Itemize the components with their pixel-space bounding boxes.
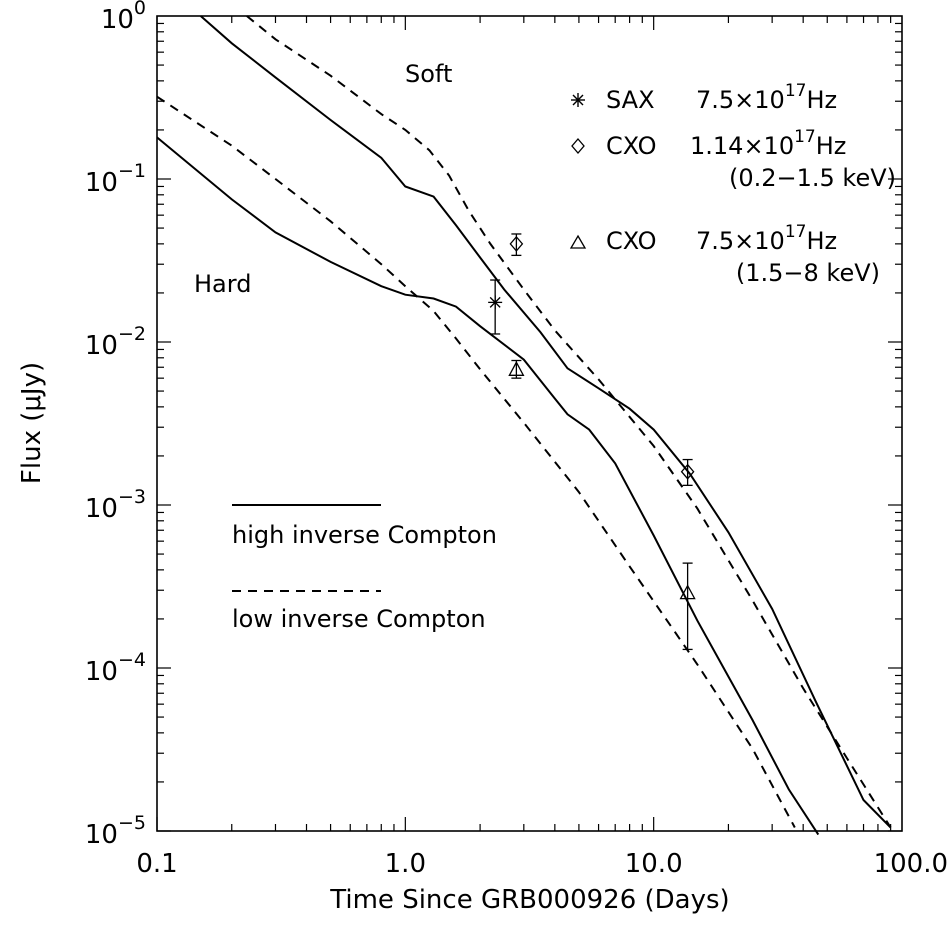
hard-dashed-model-curve: [156, 95, 796, 828]
soft-region-label: Soft: [405, 60, 452, 88]
legend-asterisk-marker: [571, 93, 585, 107]
y-tick-label: 100: [101, 0, 146, 35]
axis-ticks: 0.1 1.0 10.0 100.0 10−5 10−4 10−3 10−2 10−1 100: [85, 0, 948, 879]
plot-frame: [156, 15, 903, 832]
data-points: [488, 233, 696, 651]
legend: SAX 7.5×1017Hz CXO 1.14×1017Hz (0.2−1.5 …: [569, 81, 896, 287]
diamond-data-point: [680, 458, 695, 486]
y-tick-label: 10−2: [85, 323, 146, 361]
asterisk-data-point: [488, 279, 503, 335]
legend-cxo-hard-band: (1.5−8 keV): [736, 259, 880, 287]
legend-cxo-hard-frequency: 7.5×1017Hz: [696, 222, 837, 255]
legend-entry-cxo-hard: CXO 7.5×1017Hz (1.5−8 keV): [569, 222, 880, 287]
y-tick-label: 10−1: [85, 160, 146, 198]
legend-cxo-soft-freq-coef: 1.14×10: [690, 132, 794, 160]
hard-region-label: Hard: [194, 270, 251, 298]
legend-entry-sax: SAX 7.5×1017Hz: [571, 81, 837, 114]
legend-sax-freq-exp: 17: [785, 81, 807, 101]
legend-sax-frequency: 7.5×1017Hz: [696, 81, 837, 114]
hard-solid-model-curve: [156, 136, 820, 836]
x-tick-label: 100.0: [874, 849, 948, 879]
legend-cxo-hard-freq-unit: Hz: [806, 227, 837, 255]
legend-entry-cxo-soft: CXO 1.14×1017Hz (0.2−1.5 keV): [571, 127, 896, 192]
line-style-key: high inverse Compton low inverse Compton: [232, 504, 497, 633]
triangle-data-point: [508, 359, 525, 379]
legend-triangle-marker: [569, 234, 587, 249]
x-tick-label: 1.0: [385, 849, 426, 879]
triangle-data-point: [679, 562, 696, 651]
model-curves: [156, 15, 892, 836]
legend-sax-instrument: SAX: [606, 86, 655, 114]
legend-cxo-soft-freq-exp: 17: [794, 127, 816, 147]
soft-solid-model-curve: [200, 15, 892, 829]
legend-cxo-hard-freq-coef: 7.5×10: [696, 227, 785, 255]
triangle-marker: [508, 360, 525, 376]
solid-style-label: high inverse Compton: [232, 521, 497, 549]
y-tick-label: 10−4: [85, 649, 146, 687]
legend-cxo-soft-frequency: 1.14×1017Hz: [690, 127, 846, 160]
legend-cxo-soft-band: (0.2−1.5 keV): [729, 164, 896, 192]
diamond-marker: [680, 463, 695, 480]
legend-cxo-hard-instrument: CXO: [606, 227, 657, 255]
legend-sax-freq-unit: Hz: [806, 86, 837, 114]
y-axis-title: Flux (μJy): [17, 362, 47, 484]
x-tick-label: 10.0: [625, 849, 683, 879]
legend-cxo-soft-instrument: CXO: [606, 132, 657, 160]
asterisk-marker-stroke: [489, 296, 501, 308]
y-tick-label: 10−3: [85, 486, 146, 524]
y-tick-label: 10−5: [85, 812, 146, 850]
x-axis-title: Time Since GRB000926 (Days): [329, 885, 729, 915]
dashed-style-label: low inverse Compton: [232, 605, 486, 633]
triangle-marker: [679, 584, 696, 600]
legend-cxo-soft-freq-unit: Hz: [816, 132, 847, 160]
diamond-marker: [509, 235, 524, 252]
x-tick-label: 0.1: [136, 849, 177, 879]
diamond-data-point: [509, 233, 524, 257]
legend-diamond-marker: [571, 138, 585, 154]
legend-cxo-hard-freq-exp: 17: [785, 222, 807, 242]
legend-sax-freq-coef: 7.5×10: [696, 86, 785, 114]
